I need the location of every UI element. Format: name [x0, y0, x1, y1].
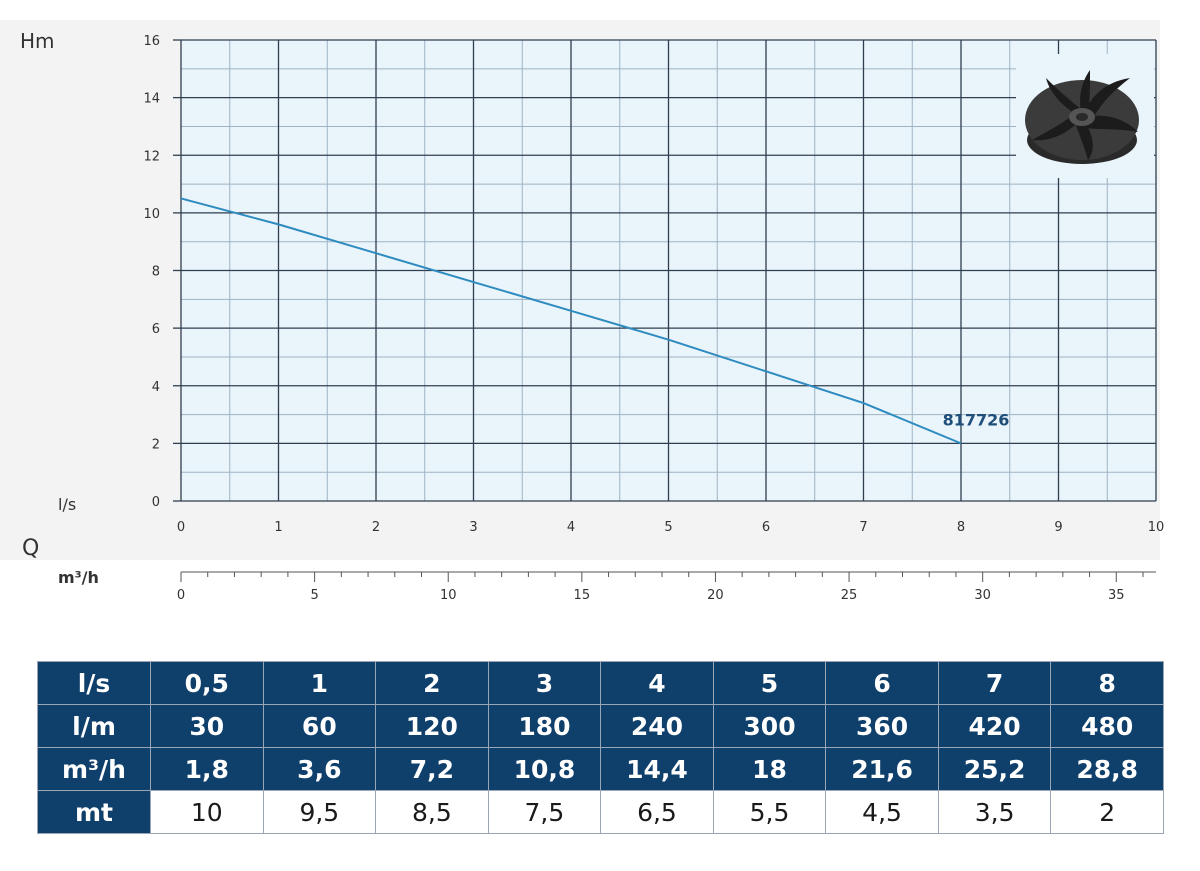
- flow-symbol-label: Q: [22, 536, 39, 561]
- x-tick-label: 8: [957, 520, 965, 535]
- table-row: mt 10 9,5 8,5 7,5 6,5 5,5 4,5 3,5 2: [37, 790, 1164, 834]
- performance-table: l/s 0,5 1 2 3 4 5 6 7 8 l/m 30 60 120 180 240 300 360 420 4…: [37, 661, 1164, 834]
- x-tick-label: 7: [859, 520, 867, 535]
- table-cell: 2: [1050, 790, 1164, 834]
- x2-tick-label: 25: [841, 588, 858, 603]
- x-tick-label: 5: [664, 520, 672, 535]
- y-tick-label: 6: [152, 322, 160, 337]
- table-cell: 14,4: [600, 747, 714, 791]
- table-cell: 420: [937, 704, 1052, 748]
- y-tick-label: 14: [143, 92, 160, 107]
- table-cell: 0,5: [150, 661, 264, 705]
- table-cell: 3,5: [937, 790, 1052, 834]
- table-cell: 30: [150, 704, 264, 748]
- table-cell: 4: [600, 661, 714, 705]
- x2-tick-label: 0: [177, 588, 185, 603]
- table-cell: 10: [150, 790, 264, 834]
- x2-tick-label: 15: [574, 588, 591, 603]
- x-tick-label: 0: [177, 520, 185, 535]
- y-tick-label: 4: [152, 380, 160, 395]
- table-cell: 7,2: [375, 747, 489, 791]
- row-label: m³/h: [37, 747, 151, 791]
- table-cell: 60: [262, 704, 377, 748]
- table-cell: 6,5: [600, 790, 714, 834]
- table-cell: 1,8: [150, 747, 264, 791]
- table-row: l/s 0,5 1 2 3 4 5 6 7 8: [37, 661, 1164, 705]
- x-unit-secondary-label: m³/h: [58, 568, 99, 587]
- x2-tick-label: 5: [310, 588, 318, 603]
- table-row: l/m 30 60 120 180 240 300 360 420 480: [37, 704, 1164, 748]
- table-row: m³/h 1,8 3,6 7,2 10,8 14,4 18 21,6 25,2 28,8: [37, 747, 1164, 791]
- row-label: l/s: [37, 661, 151, 705]
- table-cell: 5: [712, 661, 827, 705]
- table-cell: 7,5: [487, 790, 602, 834]
- x-tick-label: 10: [1148, 520, 1165, 535]
- table-cell: 8,5: [375, 790, 489, 834]
- series-layer: 817726: [180, 197, 1010, 445]
- x-tick-label: 3: [469, 520, 477, 535]
- table-cell: 480: [1050, 704, 1164, 748]
- x-tick-label: 4: [567, 520, 575, 535]
- x-tick-label: 2: [372, 520, 380, 535]
- table-cell: 8: [1050, 661, 1164, 705]
- table-cell: 1: [262, 661, 377, 705]
- table-cell: 10,8: [487, 747, 602, 791]
- table-cell: 9,5: [262, 790, 377, 834]
- table-cell: 7: [937, 661, 1052, 705]
- x-tick-label: 1: [274, 520, 282, 535]
- x-unit-primary-label: l/s: [58, 495, 76, 514]
- table-cell: 6: [825, 661, 939, 705]
- table-cell: 18: [712, 747, 827, 791]
- y-tick-label: 2: [152, 437, 160, 452]
- series-line: [180, 197, 962, 445]
- table-cell: 120: [375, 704, 489, 748]
- y-tick-label: 12: [143, 149, 160, 164]
- y-tick-label: 0: [152, 495, 160, 510]
- impeller-icon: [1016, 54, 1154, 178]
- x-tick-label: 9: [1054, 520, 1062, 535]
- table-cell: 360: [825, 704, 939, 748]
- y-tick-label: 8: [152, 265, 160, 280]
- table-cell: 25,2: [937, 747, 1052, 791]
- table-cell: 28,8: [1050, 747, 1164, 791]
- table-cell: 3: [487, 661, 602, 705]
- x2-tick-label: 35: [1108, 588, 1125, 603]
- x-tick-label: 6: [762, 520, 770, 535]
- y-tick-label: 16: [143, 34, 160, 49]
- y-axis-title: Hm: [20, 29, 55, 53]
- table-cell: 4,5: [825, 790, 939, 834]
- row-label: l/m: [37, 704, 151, 748]
- row-label: mt: [37, 790, 151, 834]
- table-cell: 240: [600, 704, 714, 748]
- grid: [180, 39, 1157, 502]
- x2-tick-label: 20: [707, 588, 724, 603]
- y-tick-label: 10: [143, 207, 160, 222]
- x2-tick-label: 30: [974, 588, 991, 603]
- table-cell: 2: [375, 661, 489, 705]
- x2-tick-label: 10: [440, 588, 457, 603]
- series-label: 817726: [943, 410, 1010, 429]
- table-cell: 5,5: [712, 790, 827, 834]
- table-cell: 300: [712, 704, 827, 748]
- table-cell: 180: [487, 704, 602, 748]
- table-cell: 21,6: [825, 747, 939, 791]
- table-cell: 3,6: [262, 747, 377, 791]
